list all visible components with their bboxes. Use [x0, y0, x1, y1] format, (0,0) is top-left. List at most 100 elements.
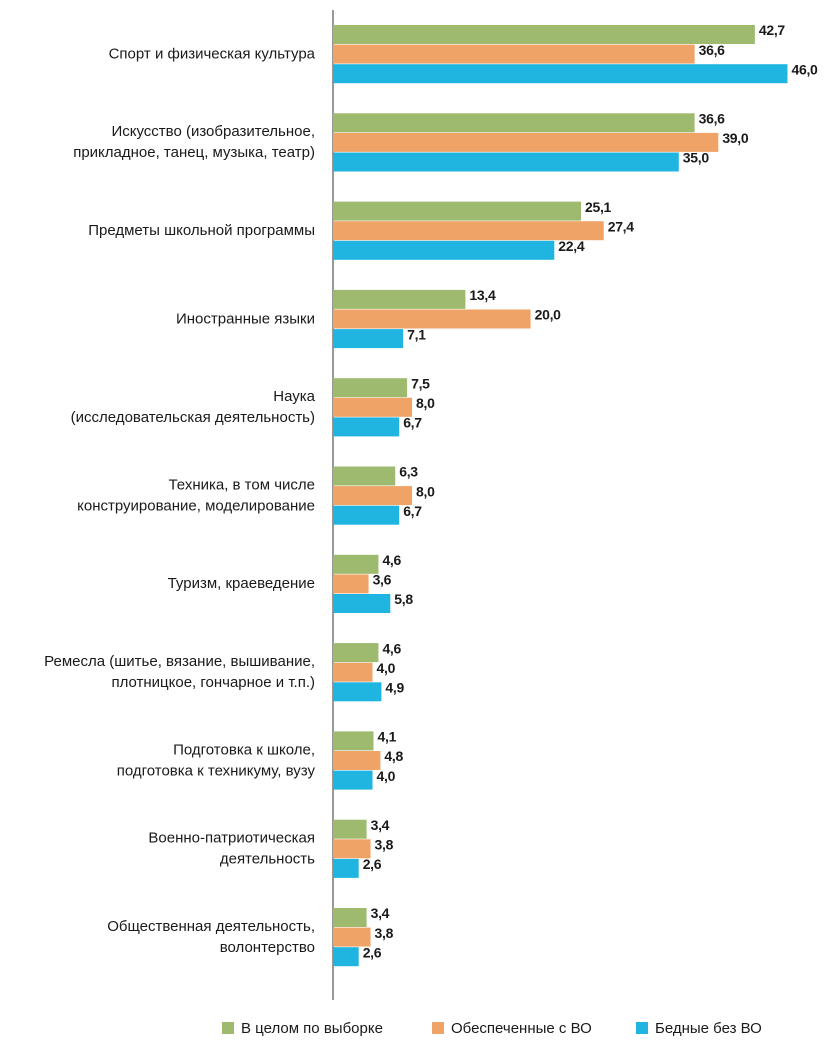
category-label: Общественная деятельность, волонтерство [107, 918, 315, 956]
category-line: Искусство (изобразительное, [111, 123, 315, 140]
category-label: Подготовка к школе, подготовка к техникум… [117, 741, 316, 779]
category-label: Туризм, краеведение [168, 575, 315, 592]
value-label: 35,0 [683, 150, 710, 166]
category-line: Спорт и физическая культура [109, 45, 316, 62]
value-label: 8,0 [416, 483, 435, 499]
bar [333, 505, 400, 525]
legend-swatch [432, 1022, 444, 1034]
value-label: 4,1 [378, 729, 397, 745]
bar [333, 947, 359, 967]
value-label: 42,7 [759, 22, 786, 38]
category-line: Техника, в том числе [168, 476, 315, 493]
bar [333, 751, 381, 770]
category-line: конструирование, моделирование [77, 497, 315, 514]
bar [333, 152, 679, 172]
bar [333, 908, 367, 927]
value-label: 13,4 [469, 287, 496, 303]
bar [333, 397, 413, 417]
value-label: 6,3 [399, 464, 418, 480]
category-label: Военно-патриотическая деятельность [148, 830, 315, 868]
bar [333, 858, 359, 878]
category-line: (исследовательская деятельность) [71, 409, 315, 426]
category-line: Иностранные языки [176, 310, 315, 327]
bar [333, 819, 367, 839]
bar [333, 113, 695, 133]
category-line: волонтерство [220, 939, 315, 956]
bar [333, 486, 413, 506]
legend-label: Бедные без ВО [655, 1020, 762, 1037]
bar [333, 417, 400, 437]
value-label: 8,0 [416, 395, 435, 411]
value-label: 7,5 [411, 375, 430, 391]
category-line: деятельность [220, 851, 315, 868]
value-label: 7,1 [407, 326, 426, 342]
value-label: 6,7 [403, 415, 422, 431]
value-label: 36,6 [699, 42, 726, 58]
value-label: 20,0 [535, 307, 562, 323]
value-label: 27,4 [608, 218, 635, 234]
value-label: 3,6 [373, 572, 392, 588]
bar [333, 201, 581, 221]
value-label: 36,6 [699, 111, 726, 127]
value-label: 5,8 [394, 591, 413, 607]
bar [333, 289, 466, 309]
value-label: 4,6 [382, 640, 401, 656]
category-line: Общественная деятельность, [107, 918, 315, 935]
category-label: Наука (исследовательская деятельность) [71, 388, 316, 426]
value-label: 6,7 [403, 503, 422, 519]
value-label: 3,8 [375, 837, 394, 853]
category-line: Туризм, краеведение [168, 575, 315, 592]
category-line: Военно-патриотическая [148, 830, 315, 847]
category-label: Техника, в том числе конструирование, мод… [77, 476, 315, 514]
category-line: Ремесла (шитье, вязание, вышивание, [44, 653, 315, 670]
bar [333, 731, 374, 751]
bar [333, 643, 379, 663]
value-label: 3,4 [371, 817, 390, 833]
legend-swatch [636, 1022, 648, 1034]
category-line: подготовка к техникуму, вузу [117, 762, 316, 779]
category-label: Искусство (изобразительное, прикладное, т… [73, 123, 315, 161]
category-line: Подготовка к школе, [173, 741, 315, 758]
bar [333, 329, 404, 349]
bar [333, 770, 373, 790]
value-label: 39,0 [722, 130, 749, 146]
bar [333, 839, 371, 859]
bar [333, 682, 382, 702]
value-label: 2,6 [363, 856, 382, 872]
value-label: 22,4 [558, 238, 585, 254]
value-label: 4,9 [385, 680, 404, 696]
value-label: 4,8 [384, 748, 403, 764]
bar [333, 574, 369, 594]
value-label: 4,0 [377, 660, 396, 676]
bar [333, 378, 408, 398]
value-label: 4,0 [377, 768, 396, 784]
bar [333, 64, 788, 84]
value-label: 2,6 [363, 944, 382, 960]
bar [333, 927, 371, 947]
bar [333, 221, 604, 241]
bar [333, 309, 531, 329]
bar [333, 554, 379, 574]
category-line: прикладное, танец, музыка, театр) [73, 144, 315, 161]
category-label: Ремесла (шитье, вязание, вышивание, плотн… [44, 653, 315, 691]
bar [333, 132, 719, 152]
bar [333, 466, 396, 486]
value-label: 3,8 [375, 925, 394, 941]
category-line: Наука [273, 388, 315, 405]
value-label: 25,1 [585, 199, 612, 215]
category-label: Предметы школьной программы [88, 222, 315, 239]
category-label: Спорт и физическая культура [109, 45, 316, 62]
legend-label: Обеспеченные с ВО [451, 1020, 592, 1037]
value-label: 3,4 [371, 905, 390, 921]
value-label: 46,0 [791, 61, 818, 77]
legend-label: В целом по выборке [241, 1020, 383, 1037]
bar [333, 594, 391, 613]
bar [333, 662, 373, 682]
legend-swatch [222, 1022, 234, 1034]
category-label: Иностранные языки [176, 310, 315, 327]
bar [333, 44, 695, 64]
value-label: 4,6 [382, 552, 401, 568]
category-line: Предметы школьной программы [88, 222, 315, 239]
bar [333, 25, 755, 44]
bar [333, 240, 555, 260]
